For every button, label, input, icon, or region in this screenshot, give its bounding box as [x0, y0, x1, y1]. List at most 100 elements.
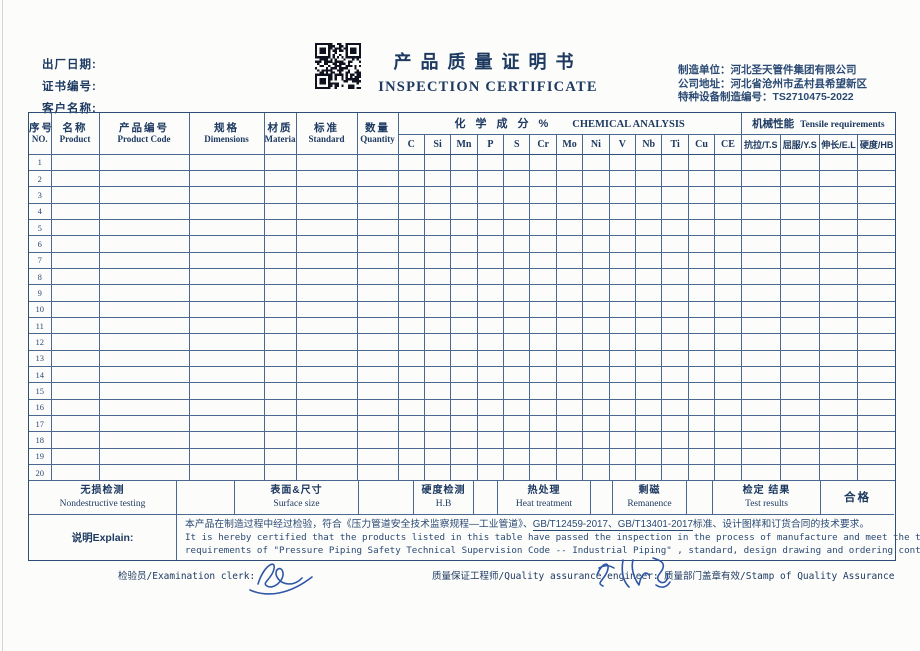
empty-cell — [529, 399, 557, 417]
empty-cell — [503, 203, 531, 220]
summary-row: 无损检测 Nondestructive testing 表面&尺寸 Surface s… — [29, 481, 895, 516]
empty-cell — [477, 366, 505, 384]
empty-cell — [556, 350, 584, 367]
empty-cell — [51, 415, 100, 433]
empty-cell — [503, 154, 531, 171]
chemical-analysis-group-header: 化学成分% CHEMICAL ANALYSIS — [398, 113, 742, 135]
empty-cell — [714, 170, 742, 188]
empty-cell — [503, 284, 531, 302]
empty-cell — [688, 431, 716, 449]
empty-cell — [688, 415, 716, 433]
empty-cell — [398, 203, 425, 220]
chem-col-header-p: P — [477, 134, 505, 155]
empty-cell — [529, 431, 557, 449]
empty-cell — [477, 170, 505, 188]
row-number: 17 — [29, 415, 52, 433]
empty-cell — [529, 415, 557, 433]
empty-cell — [424, 235, 452, 253]
empty-cell — [51, 203, 100, 220]
empty-cell — [714, 431, 742, 449]
empty-cell — [357, 203, 399, 220]
empty-cell — [780, 431, 820, 449]
empty-cell — [582, 415, 610, 433]
empty-cell — [661, 284, 689, 302]
empty-cell — [189, 284, 265, 302]
empty-cell — [398, 284, 425, 302]
empty-cell — [264, 154, 297, 171]
col-header-quantity: 数量 Quantity — [357, 113, 399, 155]
empty-cell — [424, 350, 452, 367]
empty-cell — [189, 415, 265, 433]
product-data-table: 序号 NO. 名称 Product 产品编号 Product Code 规格 Dimensio… — [29, 113, 895, 482]
empty-cell — [450, 284, 478, 302]
empty-cell — [424, 186, 452, 204]
table-row: 4 — [29, 203, 895, 220]
empty-cell — [688, 301, 716, 318]
row-number: 3 — [29, 186, 52, 204]
empty-cell — [477, 268, 505, 286]
empty-cell — [398, 399, 425, 417]
empty-cell — [780, 464, 820, 482]
empty-cell — [296, 219, 358, 237]
empty-cell — [398, 448, 425, 466]
col-header-material: 材质 Material — [264, 113, 297, 155]
empty-cell — [635, 235, 663, 253]
empty-cell — [357, 154, 399, 171]
certificate-no-label: 证书编号: — [42, 81, 97, 93]
row-number: 8 — [29, 268, 52, 286]
empty-cell — [51, 382, 100, 400]
empty-cell — [189, 399, 265, 417]
empty-cell — [99, 431, 190, 449]
empty-cell — [450, 317, 478, 335]
empty-cell — [780, 399, 820, 417]
empty-cell — [51, 317, 100, 335]
empty-cell — [635, 366, 663, 384]
empty-cell — [296, 317, 358, 335]
empty-cell — [714, 284, 742, 302]
empty-cell — [714, 252, 742, 269]
empty-cell — [503, 268, 531, 286]
row-number: 20 — [29, 464, 52, 482]
empty-cell — [99, 464, 190, 482]
empty-cell — [99, 350, 190, 367]
empty-cell — [661, 301, 689, 318]
empty-cell — [99, 317, 190, 335]
empty-cell — [819, 235, 859, 253]
empty-cell — [819, 170, 859, 188]
empty-cell — [477, 219, 505, 237]
empty-cell — [819, 268, 859, 286]
empty-cell — [609, 317, 637, 335]
empty-cell — [477, 301, 505, 318]
empty-cell — [635, 268, 663, 286]
empty-cell — [99, 382, 190, 400]
empty-cell — [424, 366, 452, 384]
chem-col-header-ti: Ti — [661, 134, 689, 155]
empty-cell — [189, 186, 265, 204]
explain-row: 说明Explain: 本产品在制造过程中经过检验，符合《压力管道安全技术监察规程… — [29, 515, 920, 561]
empty-cell — [857, 284, 895, 302]
empty-cell — [357, 415, 399, 433]
qr-code-icon — [315, 43, 361, 89]
row-number: 15 — [29, 382, 52, 400]
empty-cell — [529, 366, 557, 384]
empty-cell — [609, 252, 637, 269]
chem-col-header-mn: Mn — [450, 134, 478, 155]
empty-cell — [714, 333, 742, 351]
empty-cell — [296, 284, 358, 302]
empty-cell — [661, 333, 689, 351]
table-row: 3 — [29, 186, 895, 204]
empty-cell — [714, 448, 742, 466]
empty-cell — [857, 366, 895, 384]
explain-english-line-2: requirements of "Pressure Piping Safety … — [185, 545, 920, 557]
empty-cell — [477, 317, 505, 335]
empty-cell — [741, 268, 781, 286]
empty-cell — [857, 333, 895, 351]
empty-cell — [609, 219, 637, 237]
empty-cell — [357, 431, 399, 449]
empty-cell — [688, 186, 716, 204]
empty-cell — [661, 464, 689, 482]
empty-cell — [556, 301, 584, 318]
empty-cell — [424, 399, 452, 417]
empty-cell — [51, 464, 100, 482]
page-title-chinese: 产品质量证明书 — [393, 52, 583, 72]
